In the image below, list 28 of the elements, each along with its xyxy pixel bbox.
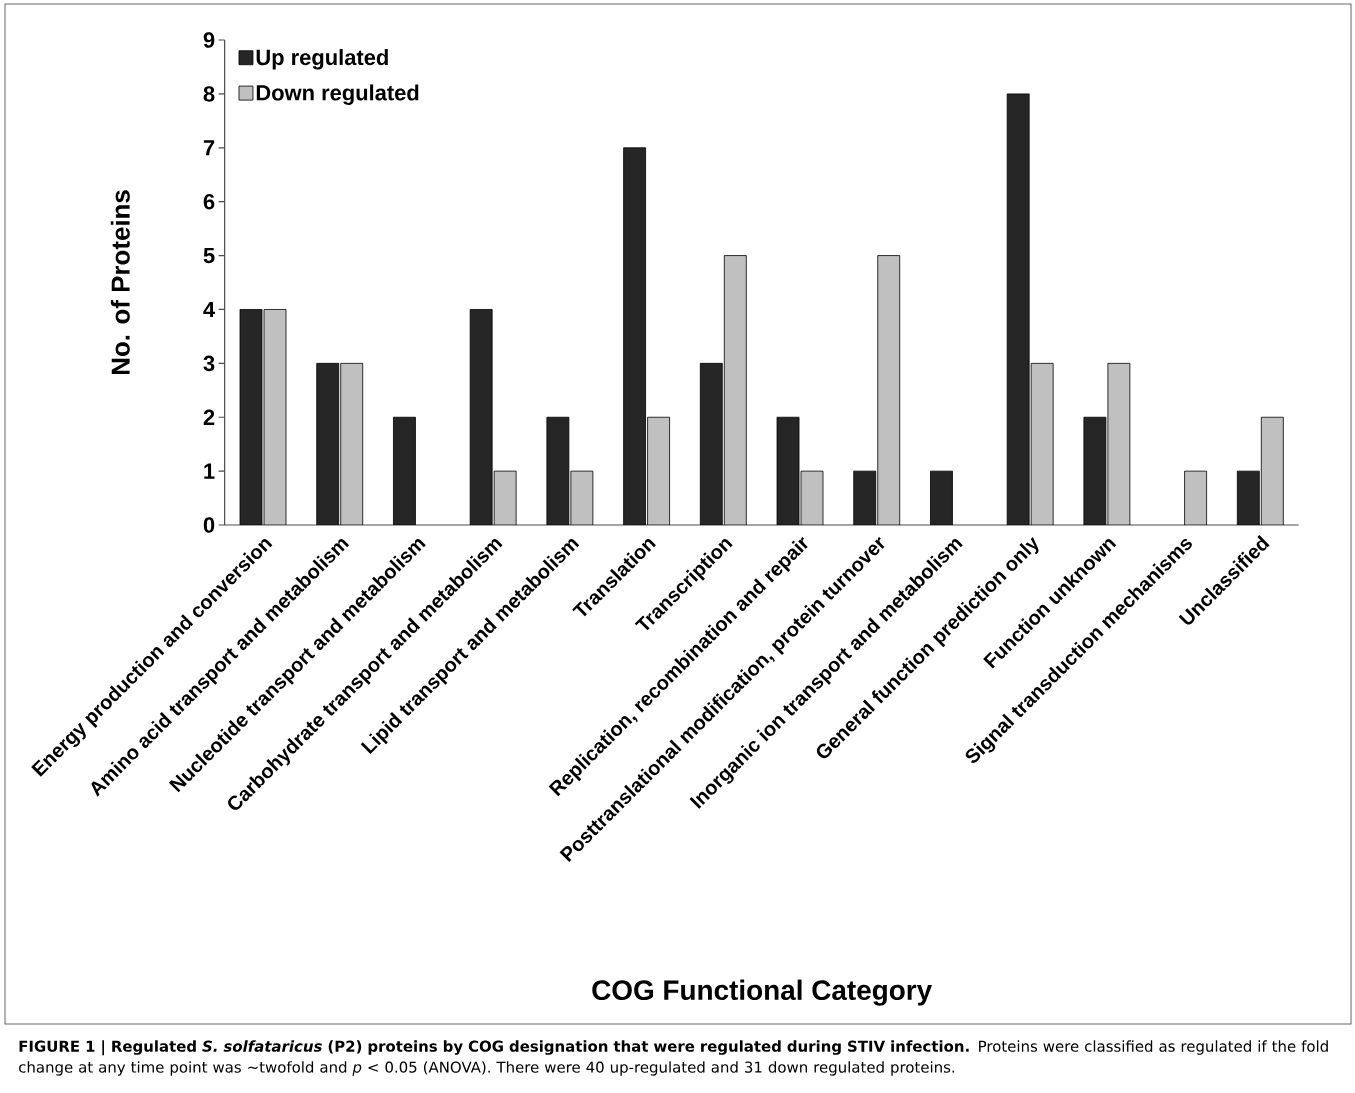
- y-tick-label: 6: [203, 193, 215, 210]
- y-tick-label: 7: [203, 140, 215, 156]
- bar: [316, 362, 340, 526]
- y-tick-label: 0: [203, 517, 215, 533]
- bar: [623, 147, 646, 526]
- y-tick-label: 8: [203, 86, 215, 102]
- text: change at any time point was ∼twofold and p < 0.05 (ANOVA). There were 40 up-regulated and 31 down regulated proteins.: [19, 1061, 955, 1076]
- bar: [1236, 470, 1260, 526]
- bar: [239, 309, 263, 526]
- bar: [699, 362, 723, 526]
- y-tick-label: 9: [203, 32, 215, 48]
- bar: [393, 416, 416, 526]
- legend-label: Down regulated: [256, 84, 419, 105]
- y-tick-label: 5: [203, 247, 215, 264]
- text: Proteins were classified as regulated if the fold: [979, 1040, 1328, 1055]
- y-tick-label: 2: [203, 409, 215, 425]
- legend-label: Up regulated: [256, 49, 388, 70]
- y-tick-label: 1: [204, 463, 215, 479]
- y-tick-label: 4: [203, 301, 216, 317]
- y-axis-title: No. of Proteins: [110, 190, 130, 375]
- bar: [1006, 93, 1030, 526]
- bar: [930, 470, 953, 526]
- caption: FIGURE 1 | Regulated S. solfataricus (P2) proteins by COG designation that were regulated during STIV infection.: [19, 1040, 969, 1056]
- y-tick-label: 3: [203, 355, 215, 372]
- bar: [853, 470, 877, 526]
- bar: [469, 309, 493, 526]
- bar: [1184, 470, 1207, 526]
- x-axis-title: COG Functional Category: [592, 979, 932, 1006]
